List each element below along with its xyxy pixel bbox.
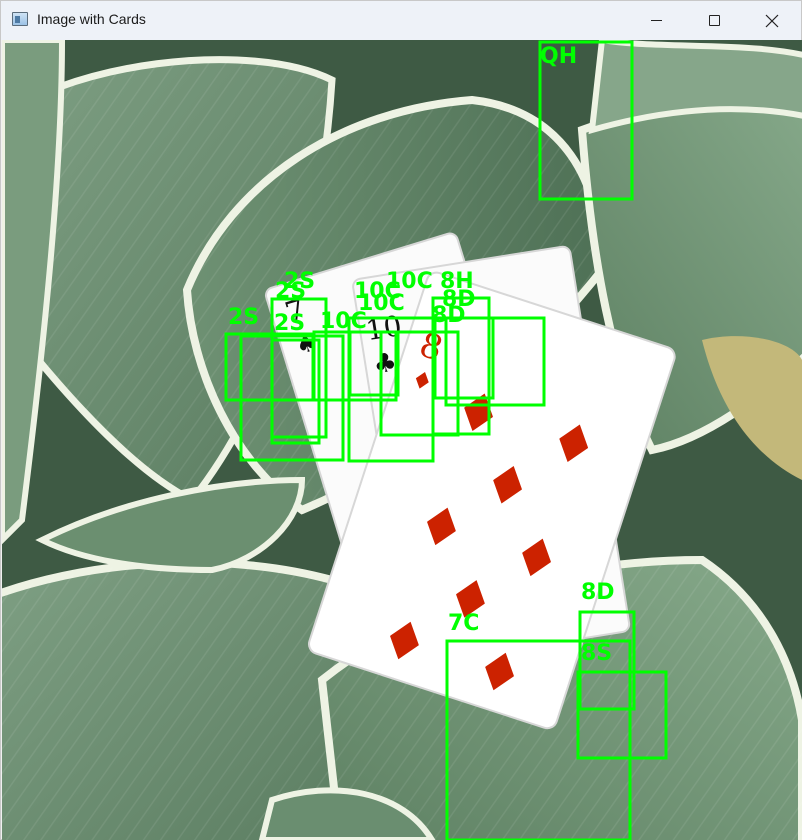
close-button[interactable] [743,1,801,40]
detection-label: 7C [448,611,479,636]
maximize-icon [708,15,720,26]
maximize-button[interactable] [685,1,743,40]
card-8-diamonds: 8 ♦ ♦ ♦ ♦ ♦ ♦ ♦ ♦ ♦ [307,271,676,730]
playing-cards: 7 ♠ ♠ 10 ♣ ♣ ♣ ♣ 8 ♦ ♦ [264,232,676,730]
detection-label: 8D [442,287,476,312]
detection-box [445,639,632,840]
detection-overlays [224,40,668,840]
leaf [35,476,306,574]
minimize-icon [650,20,662,21]
detection-box [444,316,546,407]
app-icon [12,12,28,26]
detection-label: 8H [440,269,474,294]
detection-label: 8S [581,641,612,666]
detection-box [379,330,460,437]
detection-box [576,670,668,760]
window-title: Image with Cards [37,11,146,27]
detection-label: 10C [386,269,433,294]
detection-label: 10C [354,279,401,304]
detection-labels: QH 2S 2S 2S 2S 10C 10C 10C 10C 8H 8D 8D … [228,44,615,666]
detection-label: QH [540,44,577,69]
minimize-button[interactable] [627,1,685,40]
detection-box [431,296,491,436]
leaf [588,40,802,135]
leaf [702,336,802,480]
leaves [2,40,802,840]
detection-box [538,40,634,201]
detection-label: 8D [432,303,466,328]
image-canvas: 7 ♠ ♠ 10 ♣ ♣ ♣ ♣ 8 ♦ ♦ [2,40,802,840]
detection-label: 2S [228,305,259,330]
hosta-cards-scene: 7 ♠ ♠ 10 ♣ ♣ ♣ ♣ 8 ♦ ♦ [2,40,802,840]
detection-box [239,334,345,462]
svg-text:♣: ♣ [371,347,399,380]
detection-label: 10C [358,291,405,316]
detection-label: 2S [275,279,306,304]
leaf [2,40,66,545]
detection-box [348,330,400,397]
detection-label: 2S [284,269,315,294]
title-bar[interactable]: Image with Cards [1,1,801,40]
detection-label: 8D [581,580,615,605]
detection-box [578,610,636,711]
leaf [2,562,355,840]
close-icon [765,14,779,27]
detection-label: 2S [274,311,305,336]
detection-label: 10C [320,309,367,334]
detection-box [270,297,328,439]
